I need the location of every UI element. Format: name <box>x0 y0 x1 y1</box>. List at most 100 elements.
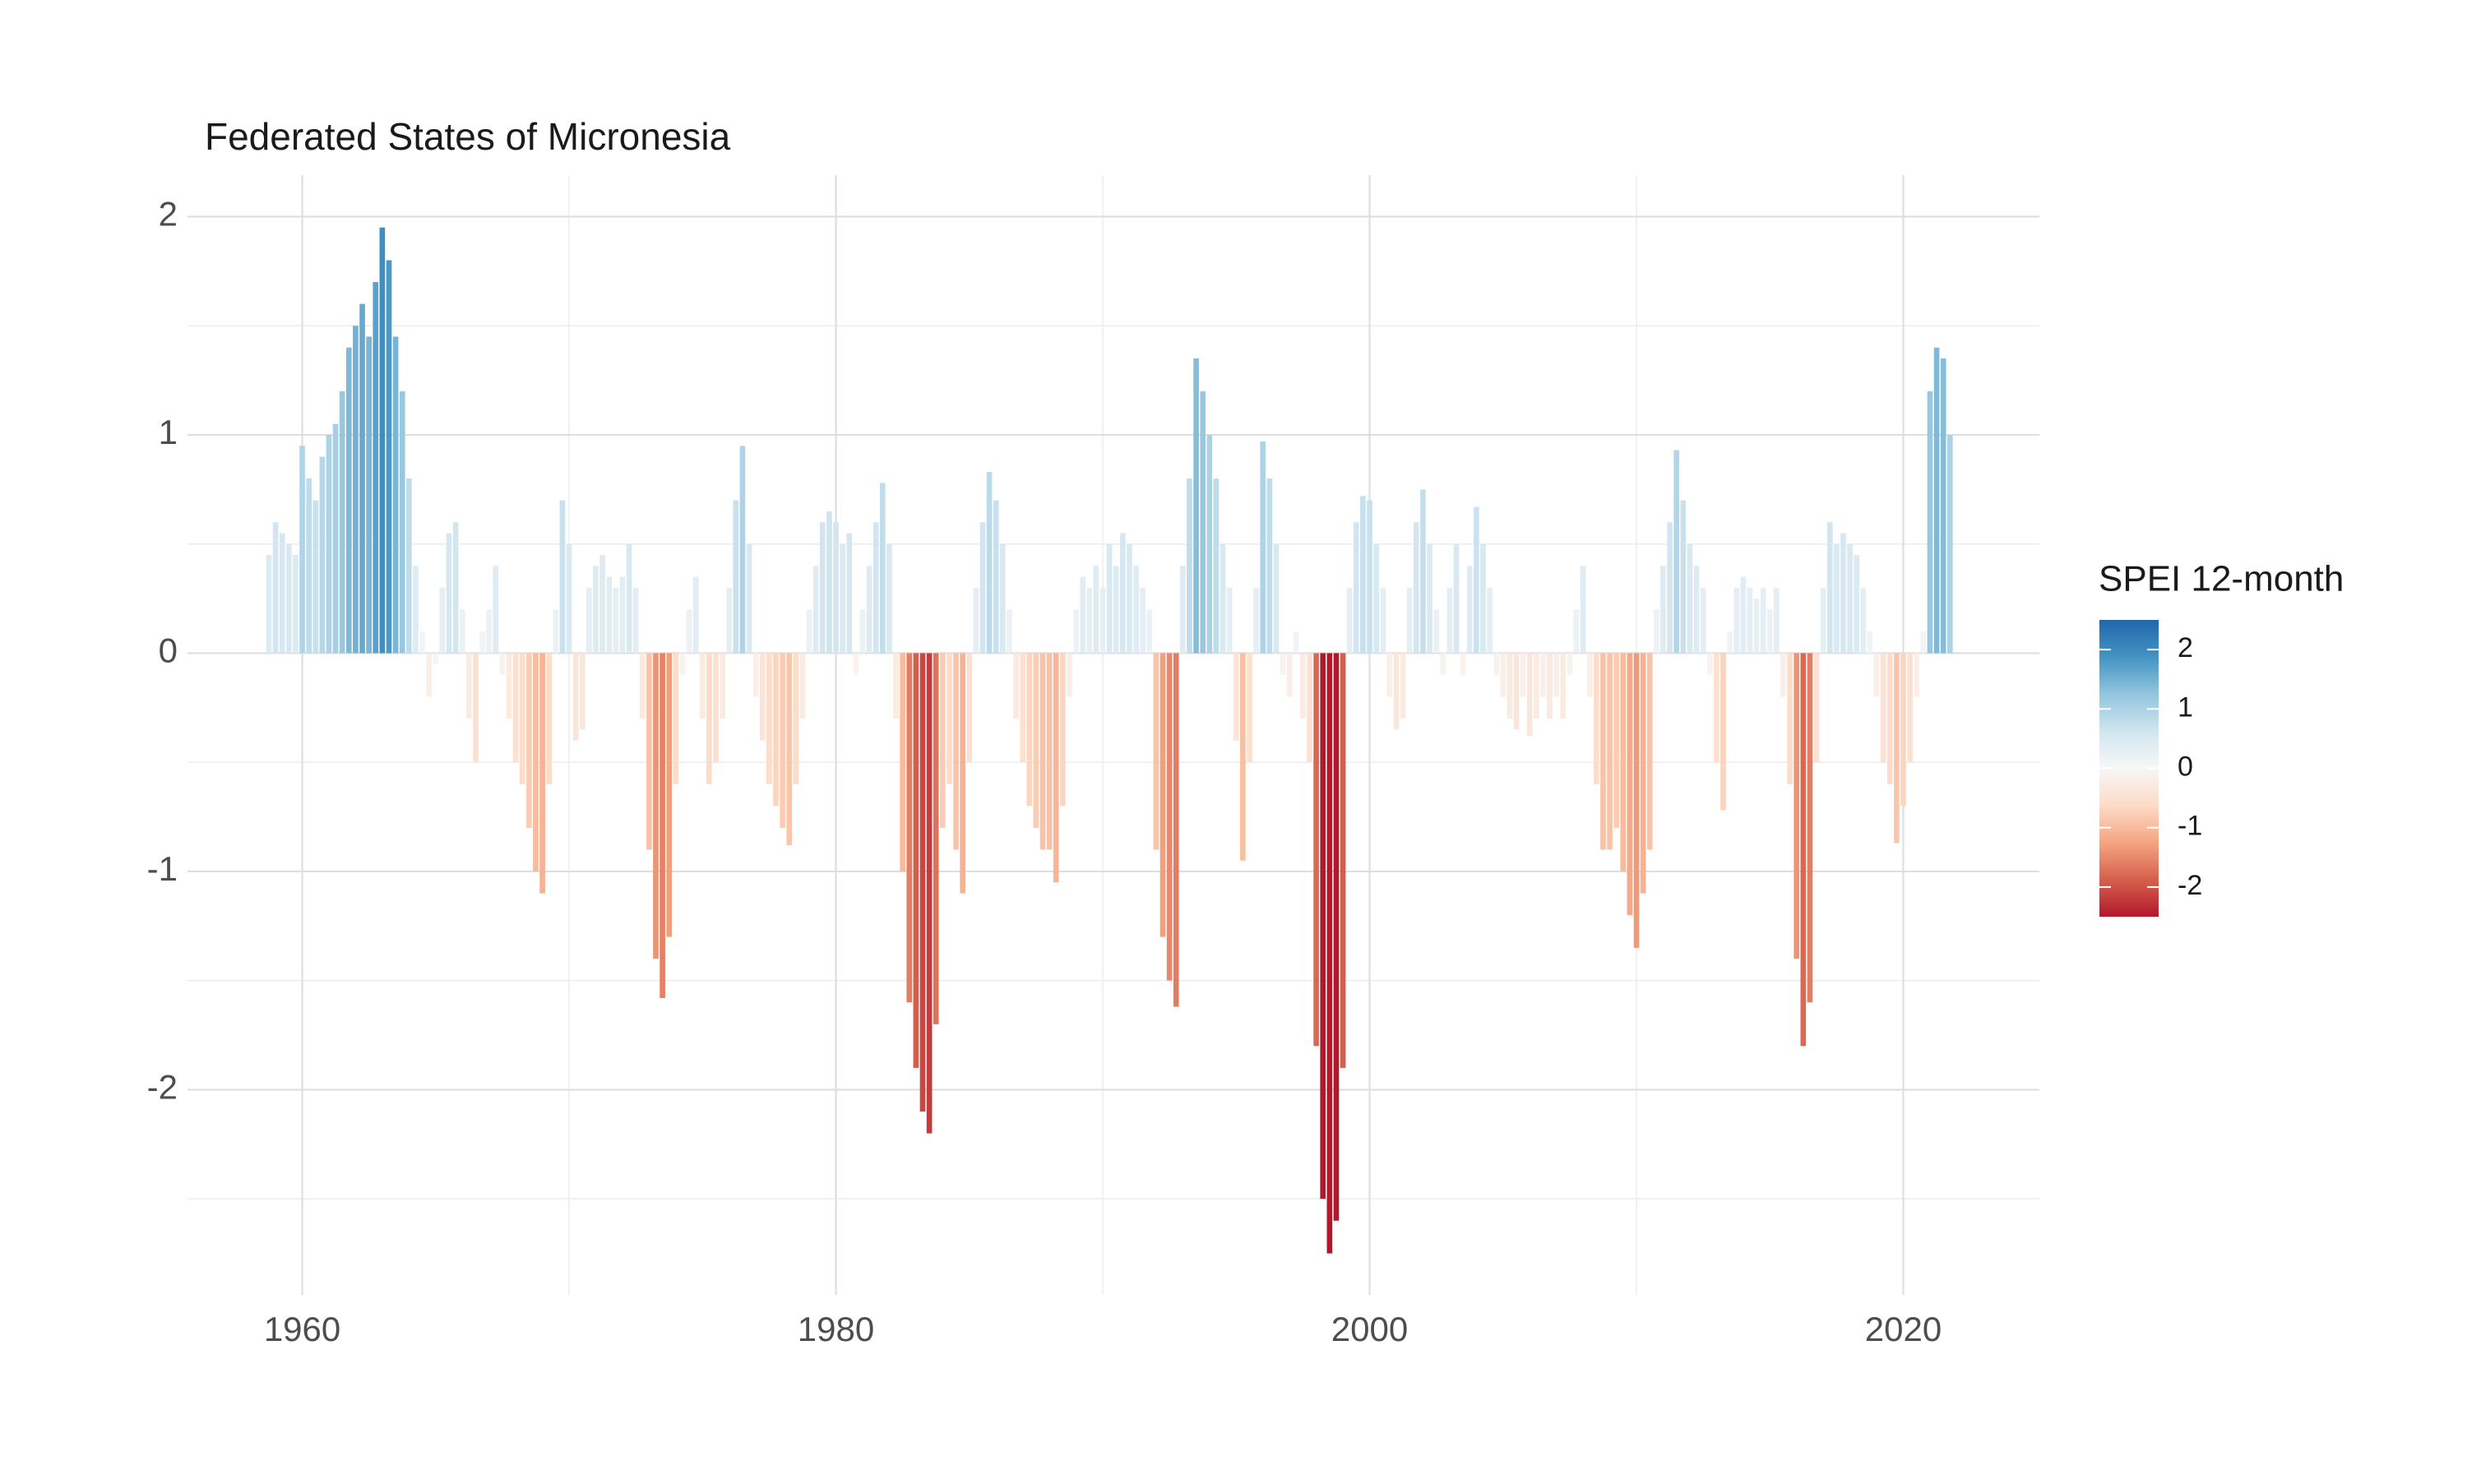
bar <box>1580 566 1586 654</box>
bar <box>473 653 479 763</box>
legend-tick-label: 1 <box>2178 691 2193 723</box>
bar <box>893 653 899 719</box>
bar <box>1113 566 1119 654</box>
bar <box>879 483 886 654</box>
bar <box>559 500 566 654</box>
bar <box>1834 543 1840 654</box>
bar <box>660 653 665 998</box>
bar <box>1286 653 1293 697</box>
x-tick-label: 2020 <box>1865 1310 1942 1348</box>
bar <box>666 653 673 937</box>
bar <box>953 653 959 850</box>
bar <box>1540 653 1546 697</box>
bar <box>1280 653 1286 675</box>
bar <box>1586 653 1593 697</box>
bar <box>939 653 946 828</box>
legend-tick-label: -1 <box>2178 811 2202 842</box>
bar <box>1060 653 1066 807</box>
bar <box>1473 506 1479 654</box>
bar <box>966 653 973 763</box>
bar <box>386 260 392 654</box>
y-tick-label: 2 <box>159 195 178 233</box>
x-tick-label: 2000 <box>1331 1310 1408 1348</box>
bar <box>1526 653 1533 737</box>
bar <box>699 653 706 719</box>
bar <box>1646 653 1653 850</box>
bar <box>986 472 993 654</box>
bar <box>446 533 452 654</box>
legend-tick-label: -2 <box>2178 870 2202 901</box>
bar <box>1600 653 1606 850</box>
bar <box>1633 653 1640 948</box>
bar <box>1220 543 1226 654</box>
bar <box>1847 543 1853 654</box>
bar <box>413 566 419 654</box>
bar <box>266 554 272 654</box>
bar <box>1766 609 1773 654</box>
bar <box>826 511 832 654</box>
bar <box>780 653 785 828</box>
bar <box>1513 653 1520 730</box>
bar <box>1667 522 1673 654</box>
bar <box>1520 653 1526 697</box>
bar <box>1326 653 1333 1254</box>
bar <box>726 587 733 654</box>
bar <box>906 653 913 1003</box>
bar <box>1640 653 1646 894</box>
bar <box>1693 566 1700 654</box>
bar <box>1820 587 1826 654</box>
bar <box>1567 653 1573 675</box>
bar <box>1247 653 1252 763</box>
bar <box>900 653 905 871</box>
bar <box>579 653 586 730</box>
bar <box>1720 653 1726 811</box>
bar <box>1753 599 1760 654</box>
bar <box>533 653 539 871</box>
bar <box>1127 543 1132 654</box>
bar <box>272 522 279 654</box>
grid <box>187 175 2039 1295</box>
bar <box>720 653 725 719</box>
bar <box>373 282 379 654</box>
bar <box>1493 653 1499 675</box>
bar <box>546 653 553 784</box>
bar <box>1099 587 1106 654</box>
bar <box>1086 587 1093 654</box>
bar <box>1907 653 1913 763</box>
bar <box>1780 653 1786 697</box>
legend-title: SPEI 12-month <box>2099 559 2344 599</box>
chart-title: Federated States of Micronesia <box>205 115 731 158</box>
bar <box>606 576 613 654</box>
bar <box>1446 587 1453 654</box>
bar <box>1067 653 1072 697</box>
bar <box>1000 543 1006 654</box>
bar <box>1380 587 1386 654</box>
bar <box>933 653 939 1024</box>
bar <box>1013 653 1019 719</box>
bar <box>1159 653 1166 937</box>
bar <box>766 653 772 784</box>
bar <box>1307 653 1312 763</box>
legend-tick-label: 2 <box>2178 632 2193 663</box>
bar <box>1187 478 1192 654</box>
bar <box>353 326 359 654</box>
bar <box>1166 653 1173 981</box>
bar <box>1440 653 1446 675</box>
bar <box>452 522 459 654</box>
bar <box>419 631 425 654</box>
bar <box>1340 653 1346 1068</box>
bar <box>1687 543 1693 654</box>
bar <box>1553 653 1559 697</box>
bar <box>1453 543 1460 654</box>
bar <box>1233 653 1239 741</box>
bar <box>1320 653 1326 1200</box>
bar <box>1800 653 1807 1047</box>
bar <box>993 500 999 654</box>
bar <box>1406 587 1413 654</box>
bar <box>539 653 545 894</box>
bar <box>1500 653 1507 697</box>
bar <box>553 609 559 654</box>
bar <box>306 478 312 654</box>
bar <box>692 576 699 654</box>
bar <box>566 543 572 654</box>
